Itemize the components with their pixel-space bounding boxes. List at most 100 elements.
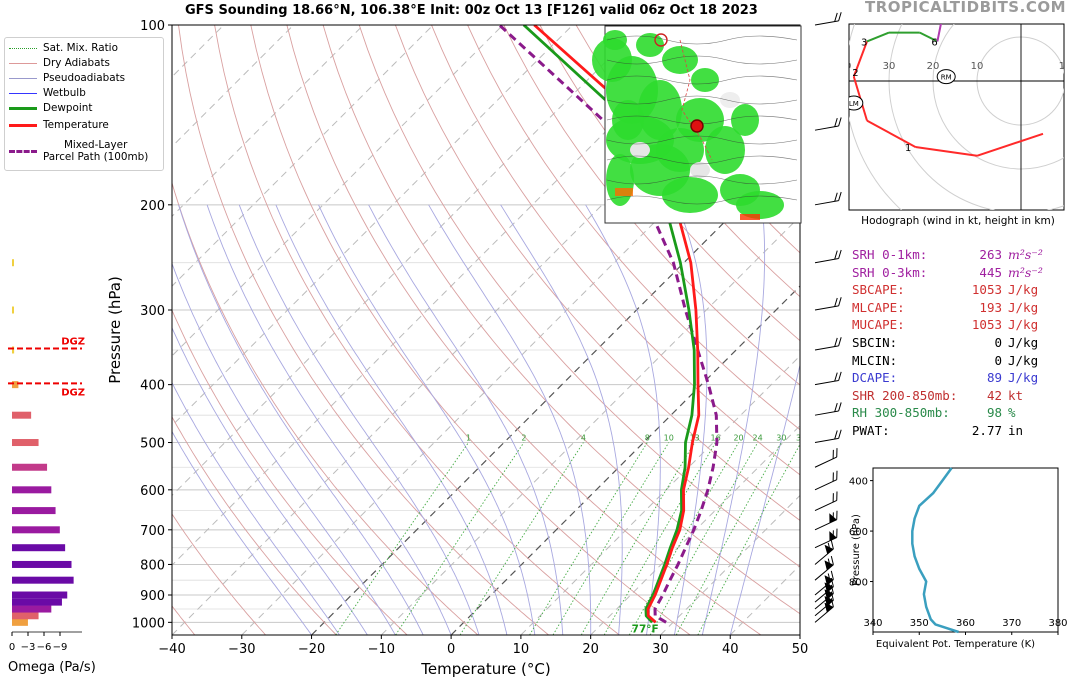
map-precip-blob: [705, 126, 745, 174]
map-contour: [606, 195, 798, 205]
wind-barb-feather: [832, 472, 834, 482]
omega-bar: [12, 411, 32, 419]
wind-barb-pennant: [824, 544, 834, 555]
moist-adiabat-line: [172, 262, 396, 635]
hodograph-clip-group: 50403020101012369RMLM: [839, 11, 1064, 210]
temperature-swatch: [9, 123, 37, 127]
hodograph-height-label: 9: [936, 15, 942, 26]
param-label: SBCAPE:: [852, 282, 905, 298]
param-unit: J/kg: [1008, 299, 1039, 315]
y-tick-label: 900: [140, 589, 165, 604]
hodograph-height-label: 2: [852, 68, 858, 79]
theta-e-x-tick-label: 340: [863, 618, 882, 629]
wind-barb-pennant: [824, 575, 834, 585]
wind-barb-icon: [814, 191, 842, 206]
dry-adiabat-line: [172, 513, 266, 635]
omega-axis-title: Omega (Pa/s): [8, 660, 96, 675]
legend-item-parcel-path: Mixed-Layer Parcel Path (100mb): [9, 137, 148, 165]
wind-barb-shaft: [814, 456, 837, 468]
dewpoint-swatch: [9, 106, 37, 110]
y-axis-title: Pressure (hPa): [106, 276, 124, 384]
param-row: SHR 200-850mb: 42 kt: [852, 387, 1064, 405]
wind-barb-pennant: [824, 582, 834, 592]
legend-item-dry-adiabats: Dry Adiabats: [9, 56, 110, 70]
wind-barb-shaft-group: [814, 297, 842, 311]
y-tick-label: 400: [140, 379, 165, 394]
wind-barb-feather: [836, 491, 838, 501]
omega-bar: [12, 259, 14, 267]
theta-e-frame: [872, 467, 1059, 633]
legend-label: Dewpoint: [43, 102, 93, 114]
hodograph-ring-label: 20: [927, 61, 940, 72]
wind-barb-shaft: [814, 479, 837, 491]
legend-label-line1: Mixed-Layer: [63, 139, 128, 151]
isotherm-line: [172, 25, 364, 218]
wind-barb-pennant: [824, 602, 834, 613]
param-number: 89: [986, 370, 1002, 386]
dry-adiabat-line: [467, 25, 800, 431]
param-unit: m²s⁻²: [1008, 264, 1043, 280]
param-value: 1053 J/kg: [972, 281, 1064, 299]
wind-barb-feather: [834, 430, 838, 440]
chart-title: GFS Sounding 18.66°N, 106.38°E Init: 00z…: [185, 3, 758, 18]
wind-barb-icon: [814, 249, 842, 264]
hodograph-frame: [848, 23, 1065, 211]
param-row: SRH 0-1km: 263 m²s⁻²: [852, 246, 1064, 264]
omega-tick-label: −3: [21, 642, 36, 653]
wind-barb-feather: [834, 403, 838, 412]
hodograph-segment: [942, 11, 960, 20]
map-precip-blob: [662, 46, 698, 74]
hodograph-height-label: 1: [905, 143, 911, 154]
map-contour: [606, 175, 798, 185]
y-tick-label: 700: [140, 524, 165, 539]
theta-e-y-tick-label: 800: [849, 578, 868, 589]
map-cloud-patch: [630, 142, 650, 158]
omega-bar: [12, 526, 60, 534]
parcel-path-swatch: [9, 149, 37, 153]
isotherm-line: [0, 25, 84, 635]
param-value: 1053 J/kg: [972, 316, 1064, 334]
hodograph-segment: [919, 31, 938, 43]
wind-barb-shaft-group: [814, 540, 834, 565]
map-heavy-precip: [740, 214, 760, 220]
hodograph-segment: [915, 146, 978, 157]
mixing-ratio-line: [697, 443, 800, 635]
param-unit: J/kg: [1008, 352, 1039, 368]
map-precip-blob: [736, 191, 784, 219]
wind-barb-shaft-group: [814, 570, 834, 596]
theta-e-y-tick-label: 400: [849, 477, 868, 488]
omega-tick-label: 0: [9, 642, 15, 653]
dry-adiabat-line: [539, 25, 800, 342]
hodograph-segment: [866, 119, 916, 148]
legend: Sat. Mix. Ratio Dry Adiabats Pseudoadiab…: [4, 37, 164, 171]
omega-bar: [12, 598, 62, 606]
param-value: 0 J/kg: [994, 334, 1064, 352]
mixing-ratio-label: 2: [521, 434, 526, 443]
wind-barb-feather: [830, 570, 834, 580]
hodograph-ring-label: 40: [839, 61, 852, 72]
param-row: MLCAPE: 193 J/kg: [852, 299, 1064, 317]
moist-adiabat-line: [368, 204, 564, 635]
wind-barb-icon: [814, 297, 842, 311]
param-label: SRH 0-3km:: [852, 264, 928, 280]
wind-barb-feather: [830, 591, 834, 601]
wind-barb-shaft-group: [814, 491, 838, 512]
wind-barb-feather: [838, 297, 842, 306]
wind-barb-feather: [830, 540, 834, 550]
param-value: 193 J/kg: [979, 299, 1064, 317]
moist-adiabat-line: [673, 204, 708, 635]
wind-barb-icon: [814, 337, 842, 351]
moist-adiabat-line: [178, 204, 424, 635]
map-precip-blob: [662, 177, 718, 213]
y-tick-label: 200: [140, 199, 165, 214]
mixing-ratio-label: 4: [581, 434, 586, 443]
omega-bar: [12, 605, 52, 613]
wind-barb-shaft-group: [814, 402, 842, 416]
mixing-ratio-label: 36: [796, 434, 806, 443]
theta-e-x-tick-label: 380: [1048, 618, 1067, 629]
y-tick-label: 300: [140, 304, 165, 319]
mixing-ratio-line: [395, 442, 525, 635]
wind-barb-icon: [814, 117, 842, 131]
legend-label-parcel: Mixed-Layer Parcel Path (100mb): [43, 139, 148, 163]
wind-barb-shaft-group: [814, 598, 834, 623]
